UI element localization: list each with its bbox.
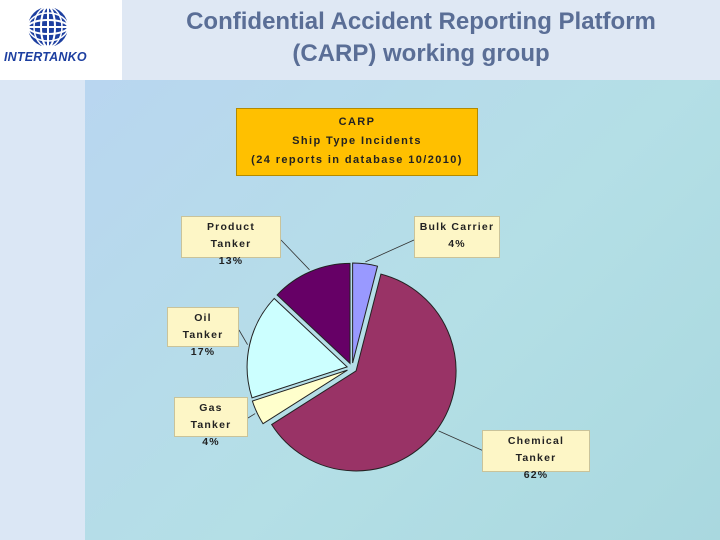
slice-label-percent: 4% <box>202 436 220 448</box>
chart-title-line-3: (24 reports in database 10/2010) <box>251 154 463 166</box>
slice-label-name: Oil Tanker <box>182 312 224 341</box>
connector-product-tanker <box>280 239 310 271</box>
chart-title-line-1: CARP <box>338 116 376 128</box>
slice-label-gas-tanker: Gas Tanker 4% <box>174 397 248 448</box>
pie-slice-bulk-carrier <box>352 262 379 364</box>
pie-slice-gas-tanker <box>251 369 348 425</box>
slice-label-percent: 13% <box>218 255 244 267</box>
pie-slice-product-tanker <box>276 262 351 365</box>
connector-oil-tanker <box>238 329 248 345</box>
slice-label-name: Gas Tanker <box>190 402 232 431</box>
intertanko-logo: INTERTANKO <box>0 0 122 80</box>
chart-title-line-2: Ship Type Incidents <box>292 135 422 147</box>
title-band: Confidential Accident Reporting Platform… <box>122 0 720 80</box>
slice-label-percent: 62% <box>523 469 549 481</box>
connector-chemical-tanker <box>438 430 487 453</box>
slice-label-bulk-carrier: Bulk Carrier 4% <box>414 216 500 258</box>
connector-bulk-carrier <box>365 239 415 263</box>
slice-label-name: Product Tanker <box>206 221 256 250</box>
label-connectors <box>238 239 487 453</box>
left-sidebar-strip <box>0 80 85 540</box>
slice-label-name: Bulk Carrier <box>419 221 495 233</box>
pie-slice-oil-tanker <box>246 297 349 399</box>
logo-wordmark: INTERTANKO <box>4 50 87 64</box>
pie-slice-chemical-tanker <box>270 273 457 472</box>
globe-icon <box>27 6 69 48</box>
connector-gas-tanker <box>247 413 256 419</box>
slice-label-product-tanker: Product Tanker 13% <box>181 216 281 267</box>
slice-label-chemical-tanker: Chemical Tanker 62% <box>482 430 590 481</box>
slice-label-name: Chemical Tanker <box>507 435 565 464</box>
page-title-line-2: (CARP) working group <box>292 40 550 67</box>
slice-label-percent: 4% <box>448 238 466 250</box>
header: INTERTANKO Confidential Accident Reporti… <box>0 0 720 80</box>
chart-title-box: CARP Ship Type Incidents (24 reports in … <box>236 108 478 176</box>
pie-slices <box>246 262 457 472</box>
slice-label-oil-tanker: Oil Tanker 17% <box>167 307 239 358</box>
page-title-line-1: Confidential Accident Reporting Platform <box>186 8 656 35</box>
slice-label-percent: 17% <box>190 346 216 358</box>
